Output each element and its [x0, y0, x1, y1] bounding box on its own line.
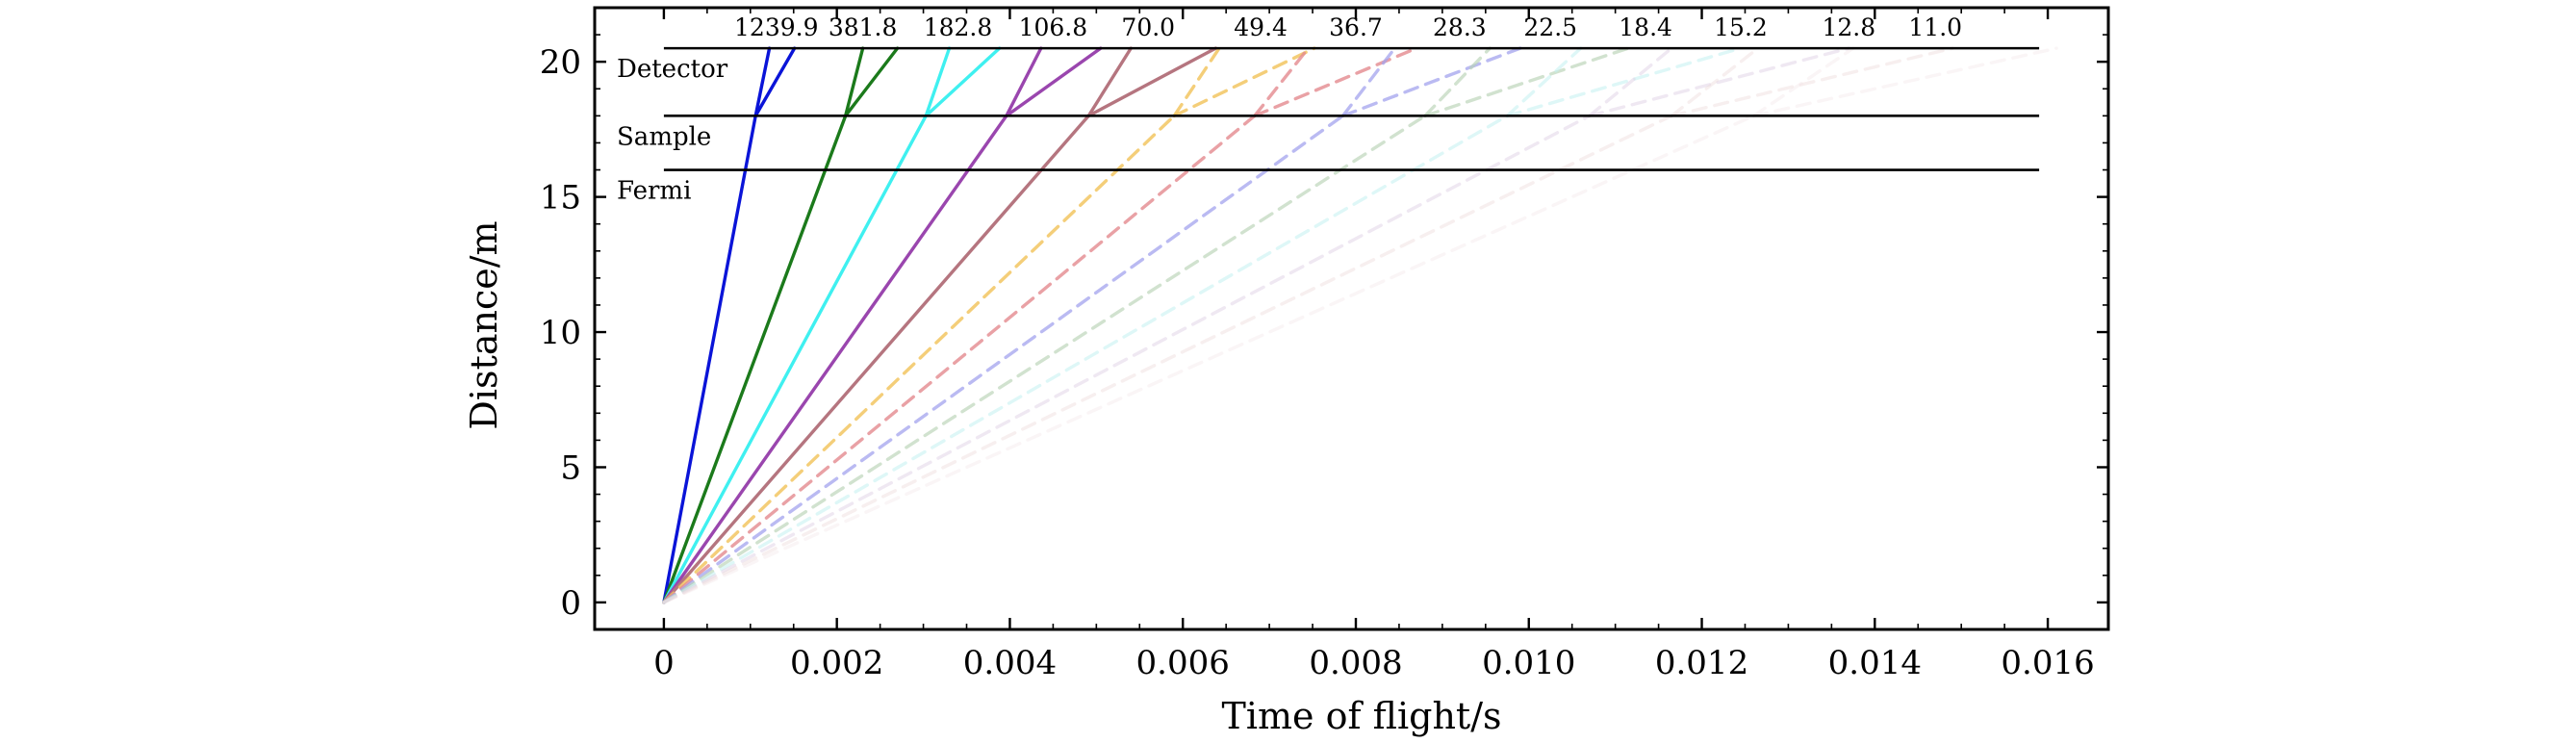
series-line-scattered-max — [1172, 46, 1316, 118]
series-line-scattered-min — [1751, 46, 1855, 118]
x-tick-label: 0.002 — [790, 644, 883, 682]
x-tick-label: 0.016 — [2001, 644, 2094, 682]
energy-label-3: 106.8 — [1019, 13, 1088, 41]
series-line-scattered-max — [1751, 46, 2058, 118]
series-line-incident — [662, 114, 1509, 604]
y-tick-label: 10 — [540, 314, 581, 352]
series-line-scattered-max — [924, 46, 1002, 118]
energy-label-11: 12.8 — [1823, 13, 1876, 41]
energy-label-10: 15.2 — [1714, 13, 1768, 41]
series-line-scattered-max — [843, 46, 900, 118]
energy-label-5: 49.4 — [1234, 13, 1288, 41]
series-line-incident — [662, 114, 928, 604]
series-line-incident — [662, 114, 757, 604]
series-line-incident — [662, 114, 1345, 604]
level-label-sample: Sample — [617, 122, 711, 151]
series-8 — [662, 46, 1630, 604]
series-7 — [662, 46, 1522, 604]
series-line-incident — [662, 114, 1257, 604]
series-3 — [662, 46, 1103, 604]
x-tick-label: 0.006 — [1136, 644, 1230, 682]
series-line-scattered-max — [753, 46, 797, 118]
energy-label-7: 28.3 — [1433, 13, 1487, 41]
series-line-scattered-min — [843, 46, 865, 118]
energy-label-12: 11.0 — [1908, 13, 1962, 41]
x-tick-label: 0.012 — [1655, 644, 1748, 682]
axes-layer — [593, 6, 2110, 631]
series-line-scattered-min — [1587, 46, 1673, 118]
series-line-scattered-min — [1172, 46, 1221, 118]
series-line-incident — [662, 114, 1756, 604]
series-line-incident — [662, 114, 1176, 604]
x-tick-label: 0.010 — [1482, 644, 1575, 682]
series-line-scattered-max — [1340, 46, 1522, 118]
level-label-fermi: Fermi — [617, 177, 691, 206]
x-tick-label: 0.004 — [963, 644, 1057, 682]
series-6 — [662, 46, 1418, 604]
series-line-scattered-min — [753, 46, 772, 118]
series-line-scattered-min — [1086, 46, 1133, 118]
energy-label-8: 22.5 — [1523, 13, 1577, 41]
series-line-incident — [662, 114, 1592, 604]
series-line-scattered-max — [1005, 46, 1103, 118]
x-tick-label: 0 — [653, 644, 675, 682]
series-10 — [662, 46, 1851, 604]
series-line-incident — [662, 114, 1427, 604]
series-line-incident — [662, 114, 1008, 604]
series-line-incident — [662, 114, 1673, 604]
series-line-scattered-max — [1587, 46, 1851, 118]
series-line-incident — [662, 114, 848, 604]
y-tick-label: 15 — [540, 179, 581, 218]
plot-frame — [593, 6, 2110, 631]
x-axis-label: Time of flight/s — [1222, 695, 1502, 737]
series-12 — [662, 46, 2058, 604]
series-line-scattered-min — [1505, 46, 1583, 118]
energy-label-4: 70.0 — [1121, 13, 1175, 41]
series-5 — [662, 46, 1316, 604]
series-9 — [662, 46, 1743, 604]
energy-label-9: 18.4 — [1619, 13, 1672, 41]
series-line-scattered-max — [1253, 46, 1418, 118]
series-2 — [662, 46, 1002, 604]
level-label-detector: Detector — [617, 55, 728, 84]
y-tick-label: 20 — [540, 43, 581, 82]
series-line-scattered-max — [1670, 46, 1954, 118]
series-line-scattered-max — [1086, 46, 1218, 118]
labels-layer: Time of flight/s Distance/m Detector Samp… — [463, 13, 2095, 737]
series-layer — [662, 46, 2058, 604]
series-1 — [662, 46, 900, 604]
series-0 — [662, 46, 797, 604]
y-tick-label: 5 — [560, 448, 581, 487]
y-tick-label: 0 — [560, 584, 581, 623]
series-line-scattered-max — [1505, 46, 1743, 118]
series-line-scattered-max — [1423, 46, 1630, 118]
series-line-scattered-min — [1670, 46, 1760, 118]
energy-label-1: 381.8 — [829, 13, 898, 41]
x-tick-label: 0.014 — [1828, 644, 1922, 682]
energy-label-6: 36.7 — [1329, 13, 1383, 41]
x-tick-label: 0.008 — [1309, 644, 1402, 682]
series-line-scattered-min — [1253, 46, 1311, 118]
series-11 — [662, 46, 1954, 604]
series-line-scattered-min — [1340, 46, 1397, 118]
y-axis-label: Distance/m — [463, 220, 505, 429]
series-4 — [662, 46, 1218, 604]
series-line-scattered-min — [1423, 46, 1492, 118]
levels-layer — [663, 46, 2040, 171]
energy-label-0: 1239.9 — [734, 13, 818, 41]
series-line-scattered-min — [1005, 46, 1043, 118]
series-line-scattered-min — [924, 46, 952, 118]
energy-label-2: 182.8 — [924, 13, 993, 41]
series-line-incident — [662, 114, 1090, 604]
